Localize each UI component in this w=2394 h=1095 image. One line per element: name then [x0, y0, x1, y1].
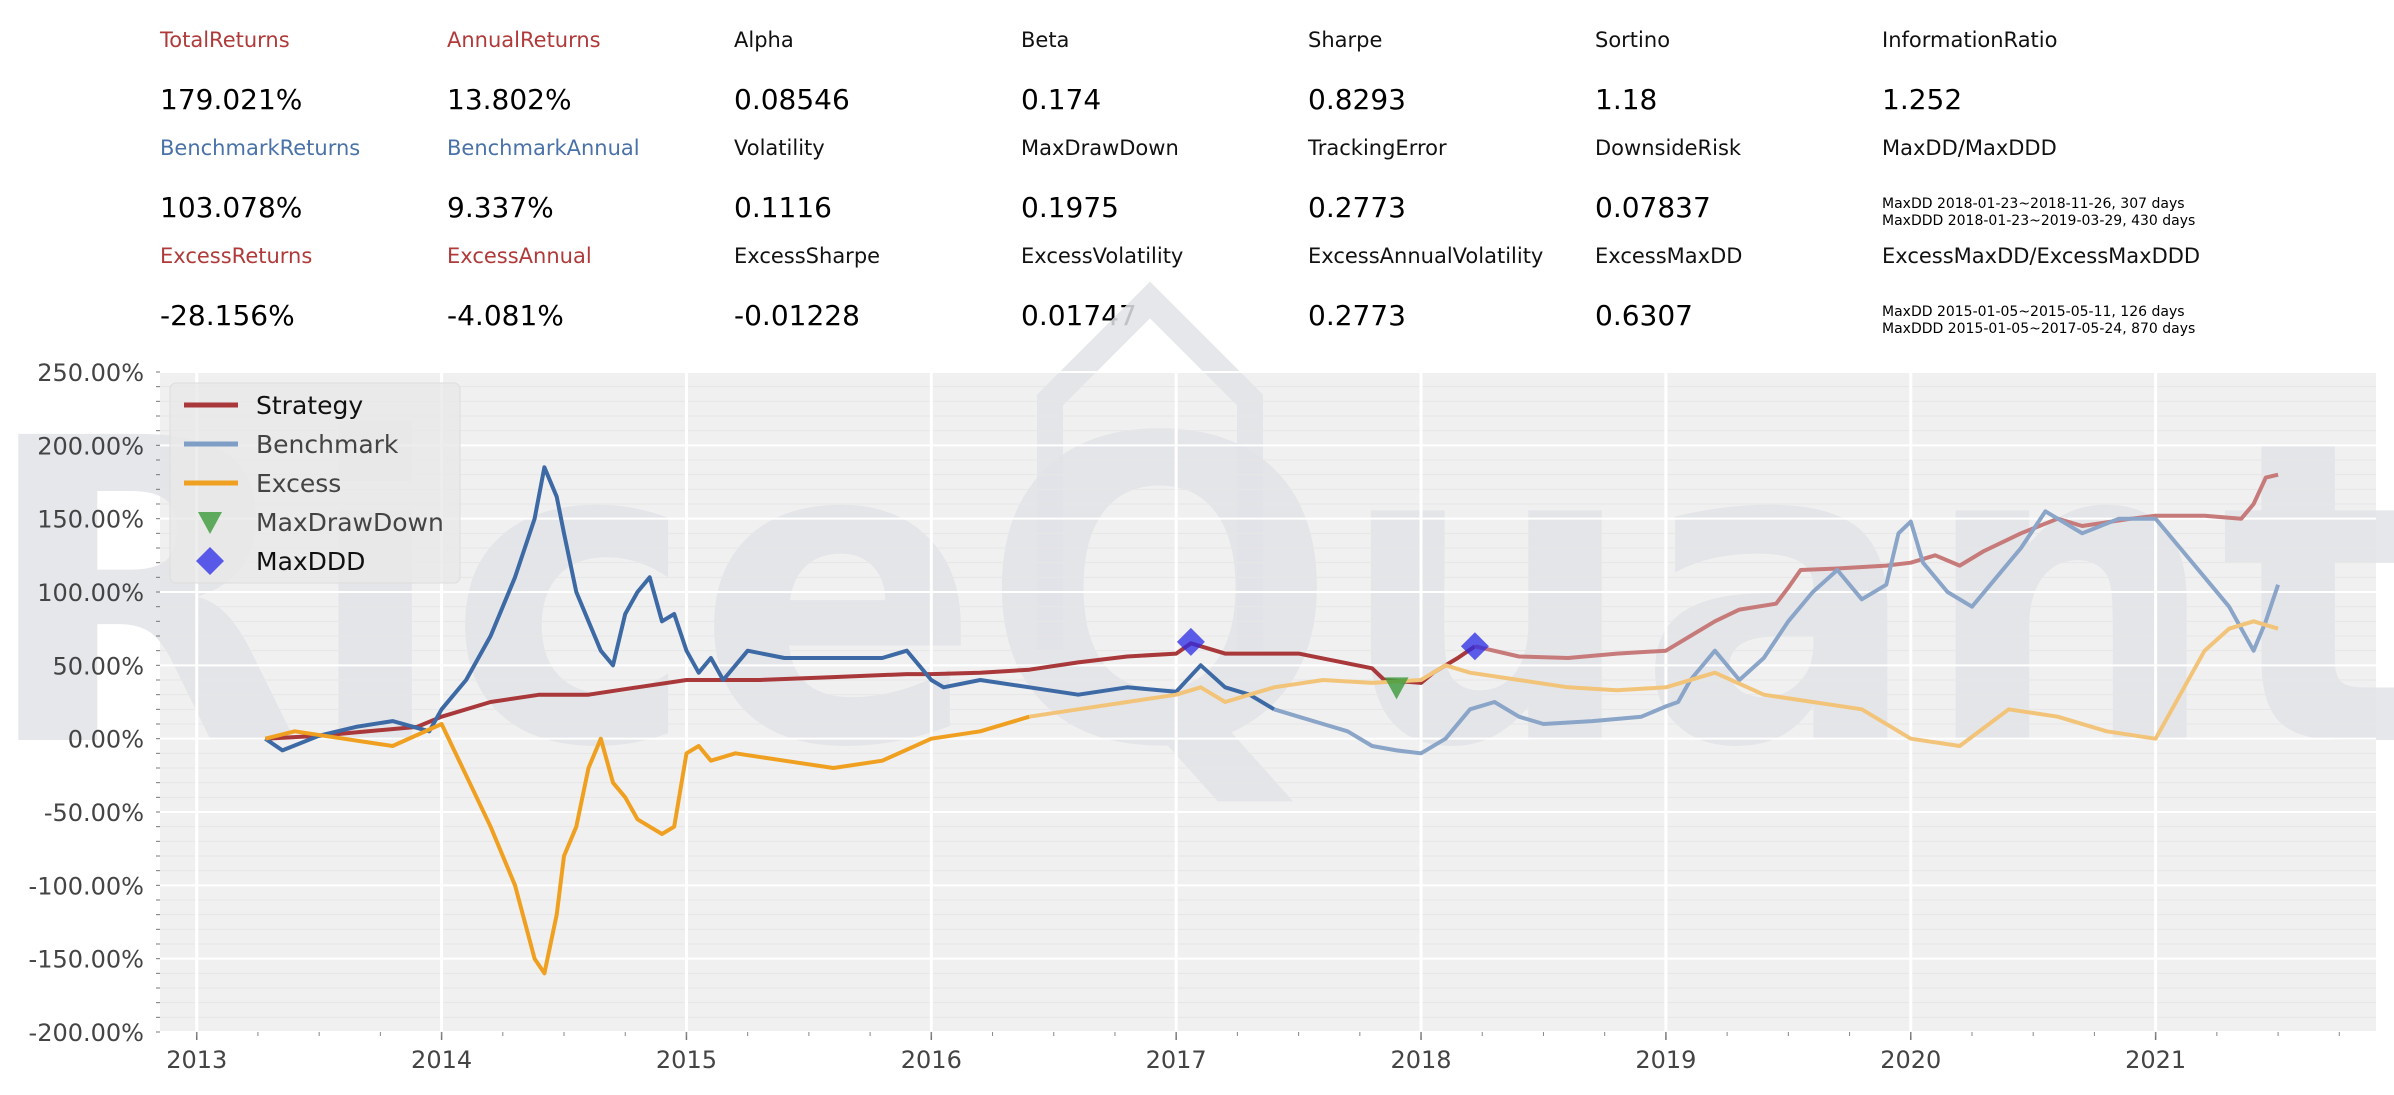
metric-value: 0.6307	[1595, 299, 1693, 332]
watermark-house-icon	[1037, 281, 1263, 650]
x-tick-label: 2021	[2125, 1046, 2186, 1074]
metric-label: Beta	[1021, 28, 1070, 52]
metric-label: TrackingError	[1308, 136, 1447, 160]
metric-value: 0.1116	[734, 191, 832, 224]
metric-label: InformationRatio	[1882, 28, 2058, 52]
x-tick-label: 2015	[656, 1046, 717, 1074]
metric-value: 0.174	[1021, 83, 1102, 116]
metric-label: Sortino	[1595, 28, 1671, 52]
y-tick-label: 0.00%	[68, 726, 144, 754]
y-tick-label: -200.00%	[29, 1019, 144, 1047]
x-tick-label: 2013	[166, 1046, 227, 1074]
metric-value: 9.337%	[447, 191, 554, 224]
metric-label: Volatility	[734, 136, 825, 160]
metric-label: DownsideRisk	[1595, 136, 1742, 160]
metric-label: ExcessMaxDD/ExcessMaxDDD	[1882, 244, 2201, 268]
x-tick-label: 2019	[1635, 1046, 1696, 1074]
metric-label: Sharpe	[1308, 28, 1383, 52]
metric-label: ExcessVolatility	[1021, 244, 1184, 268]
y-tick-label: -50.00%	[44, 799, 144, 827]
marker-maxddd	[1176, 627, 1205, 656]
x-tick-label: 2017	[1146, 1046, 1207, 1074]
y-tick-label: 50.00%	[52, 652, 144, 680]
y-tick-label: 100.00%	[37, 579, 144, 607]
legend-box	[169, 382, 461, 584]
x-tick-label: 2016	[901, 1046, 962, 1074]
y-tick-label: 250.00%	[37, 359, 144, 387]
metric-value: 0.1975	[1021, 191, 1119, 224]
metric-value: 0.8293	[1308, 83, 1406, 116]
marker-maxdrawdown	[1384, 677, 1409, 700]
summary-table: TotalReturns 179.021% AnnualReturns 13.802%…	[0, 0, 2394, 360]
metric-label: ExcessAnnual	[447, 244, 592, 268]
metric-label: BenchmarkReturns	[160, 136, 361, 160]
metric-value: 13.802%	[447, 83, 572, 116]
metric-label: MaxDrawDown	[1021, 136, 1179, 160]
metric-value: 0.08546	[734, 83, 850, 116]
marker-maxddd	[1460, 632, 1489, 661]
metric-value: 179.021%	[160, 83, 303, 116]
metric-label: ExcessReturns	[160, 244, 313, 268]
metric-label: Alpha	[734, 28, 794, 52]
metric-label: BenchmarkAnnual	[447, 136, 640, 160]
series-line-strategy	[1474, 472, 2279, 660]
legend-swatch-maxdrawdown	[198, 512, 222, 534]
series-line-excess	[264, 714, 1030, 976]
metric-note: MaxDD 2015-01-05~2015-05-11, 126 days	[1882, 304, 2185, 320]
metric-note: MaxDDD 2018-01-23~2019-03-29, 430 days	[1882, 213, 2196, 229]
metric-note: MaxDDD 2015-01-05~2017-05-24, 870 days	[1882, 321, 2196, 337]
y-tick-label: 200.00%	[37, 432, 144, 460]
metric-value: -4.081%	[447, 299, 564, 332]
legend-label: Excess	[256, 469, 341, 498]
y-tick-label: -150.00%	[29, 946, 144, 974]
metric-label: TotalReturns	[160, 28, 290, 52]
metric-value: -28.156%	[160, 299, 295, 332]
legend-label: Strategy	[256, 391, 363, 420]
legend-swatch-maxddd	[196, 547, 224, 575]
y-tick-label: 150.00%	[37, 506, 144, 534]
metric-note: MaxDD 2018-01-23~2018-11-26, 307 days	[1882, 196, 2185, 212]
metric-label: ExcessAnnualVolatility	[1308, 244, 1544, 268]
x-tick-label: 2018	[1390, 1046, 1451, 1074]
legend-label: MaxDDD	[256, 547, 365, 576]
series-line-benchmark	[264, 465, 1276, 753]
y-tick-label: -100.00%	[29, 872, 144, 900]
x-tick-label: 2014	[411, 1046, 472, 1074]
metric-value: 0.07837	[1595, 191, 1711, 224]
metric-label: MaxDD/MaxDDD	[1882, 136, 2057, 160]
metric-value: 1.18	[1595, 83, 1658, 116]
legend-label: MaxDrawDown	[256, 508, 444, 537]
metric-label: ExcessMaxDD	[1595, 244, 1743, 268]
series-line-excess	[1029, 619, 2279, 748]
metric-label: AnnualReturns	[447, 28, 601, 52]
legend-label: Benchmark	[256, 430, 399, 459]
metric-value: 0.2773	[1308, 191, 1406, 224]
series-line-strategy	[265, 641, 1477, 741]
series-line-benchmark	[1273, 509, 2280, 756]
metric-value: 0.2773	[1308, 299, 1406, 332]
plot-background	[160, 372, 2376, 1032]
metric-label: ExcessSharpe	[734, 244, 881, 268]
metric-value: 103.078%	[160, 191, 303, 224]
x-tick-label: 2020	[1880, 1046, 1941, 1074]
metric-value: 1.252	[1882, 83, 1963, 116]
metric-value: -0.01228	[734, 299, 860, 332]
